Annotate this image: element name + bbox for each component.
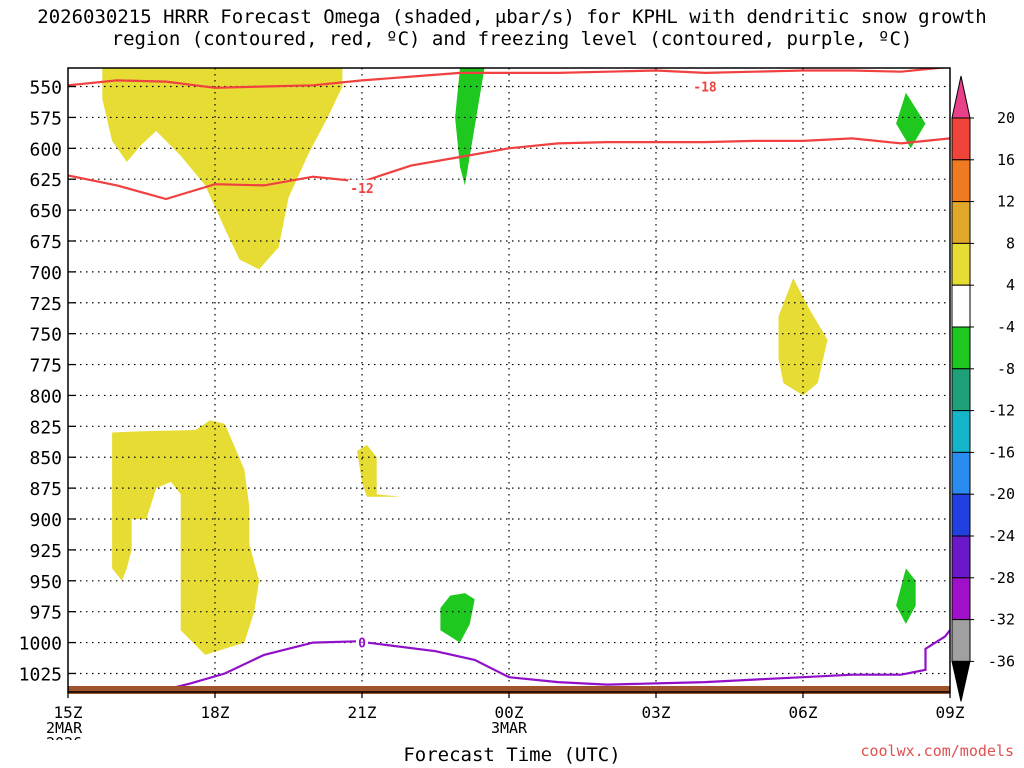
colorbar-label: 8 (1006, 234, 1015, 252)
x-date-label: 2MAR (46, 719, 83, 737)
colorbar-label: -20 (988, 485, 1015, 503)
y-tick-label: 1025 (19, 664, 62, 685)
colorbar-swatch (951, 410, 971, 453)
y-tick-label: 550 (29, 78, 62, 99)
colorbar-label: -36 (988, 652, 1015, 670)
credit-text: coolwx.com/models (860, 742, 1014, 760)
y-tick-label: 650 (29, 201, 62, 222)
omega-region-positive (357, 444, 402, 497)
y-tick-label: 750 (29, 325, 62, 346)
x-tick-label: 18Z (201, 703, 230, 722)
y-tick-label: 925 (29, 541, 62, 562)
y-tick-label: 675 (29, 232, 62, 253)
contour-label-bg (691, 78, 719, 94)
colorbar-swatch (951, 201, 971, 244)
omega-region-negative (896, 568, 916, 624)
omega-region-positive (112, 420, 260, 655)
colorbar-label: 16 (997, 151, 1015, 169)
colorbar-swatch (951, 159, 971, 203)
colorbar-label: -24 (988, 527, 1015, 545)
colorbar-swatch (951, 451, 971, 495)
colorbar-swatch (951, 577, 971, 621)
contour-label: -18 (693, 81, 717, 96)
omega-region-negative (440, 593, 475, 643)
y-tick-label: 950 (29, 572, 62, 593)
colorbar-swatch (951, 368, 971, 412)
colorbar-cap-top (951, 75, 971, 119)
contour-line (68, 68, 950, 89)
colorbar-label: -12 (988, 402, 1015, 420)
omega-region-negative (896, 92, 926, 149)
y-tick-label: 900 (29, 510, 62, 531)
colorbar-swatch (951, 117, 971, 161)
colorbar-swatch (951, 326, 971, 370)
y-tick-label: 1000 (19, 634, 62, 655)
y-tick-label: 725 (29, 294, 62, 315)
colorbar-label: -28 (988, 569, 1015, 587)
x-tick-label: 21Z (348, 703, 377, 722)
contour-label: -12 (350, 182, 373, 197)
y-tick-label: 600 (29, 139, 62, 160)
chart-title: 2026030215 HRRR Forecast Omega (shaded, … (37, 6, 987, 50)
y-tick-label: 625 (29, 170, 62, 191)
contour-line (68, 137, 950, 201)
x-date-label: 3MAR (491, 719, 528, 737)
contour-label: 0 (358, 637, 366, 652)
x-tick-label: 09Z (936, 703, 965, 722)
colorbar-label: -4 (997, 318, 1015, 336)
colorbar-label: 20 (997, 109, 1015, 127)
contour-label-bg (356, 634, 368, 650)
y-tick-label: 975 (29, 603, 62, 624)
colorbar-label: -8 (997, 360, 1015, 378)
colorbar-cap-bottom (951, 660, 971, 702)
y-tick-label: 775 (29, 356, 62, 377)
colorbar-label: 12 (997, 193, 1015, 211)
chart-plot: -18-120 55057560062565067570072575077580… (19, 67, 1015, 740)
y-tick-label: 700 (29, 263, 62, 284)
x-tick-label: 06Z (789, 703, 818, 722)
y-tick-label: 875 (29, 479, 62, 500)
colorbar-swatch (951, 493, 971, 537)
colorbar-label: -16 (988, 443, 1015, 461)
omega-region-positive (778, 278, 828, 396)
omega-region-positive (102, 68, 343, 270)
x-tick-label: 00Z (495, 703, 524, 722)
colorbar-swatch (951, 242, 971, 286)
colorbar-swatch (951, 619, 971, 662)
ground-surface (68, 686, 950, 694)
colorbar-swatch (951, 535, 971, 579)
omega-region-negative (455, 68, 485, 186)
contour-label-bg (348, 179, 376, 195)
y-tick-label: 575 (29, 108, 62, 129)
x-axis-label: Forecast Time (UTC) (403, 744, 621, 766)
colorbar-label: 4 (1006, 276, 1015, 294)
colorbar-swatch (951, 284, 971, 328)
colorbar: 20 16 12 8 4 -4 -8 -12 -16 -20 -24 -28 -32 -36 (951, 75, 1015, 702)
x-date-label: 2026 (46, 734, 82, 740)
y-tick-label: 850 (29, 448, 62, 469)
x-tick-label: 15Z (54, 703, 83, 722)
colorbar-label: -32 (988, 611, 1015, 629)
y-tick-label: 825 (29, 417, 62, 438)
contour-line (155, 629, 950, 692)
y-tick-label: 800 (29, 386, 62, 407)
x-tick-label: 03Z (642, 703, 671, 722)
